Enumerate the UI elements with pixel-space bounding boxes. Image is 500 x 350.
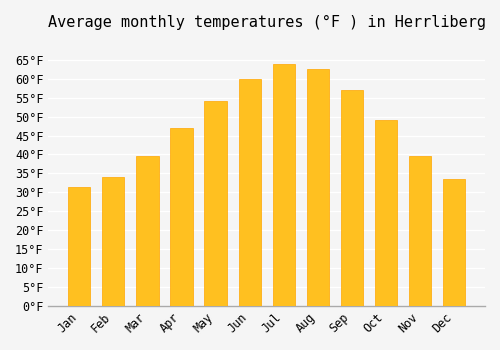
Title: Average monthly temperatures (°F ) in Herrliberg: Average monthly temperatures (°F ) in He… <box>48 15 486 30</box>
Bar <box>102 177 124 306</box>
Bar <box>272 64 295 306</box>
Bar <box>68 187 90 306</box>
Bar <box>341 90 363 306</box>
Bar <box>443 179 465 306</box>
Bar <box>375 120 397 306</box>
Bar <box>306 69 329 306</box>
Bar <box>170 128 192 306</box>
Bar <box>238 79 260 306</box>
Bar <box>204 102 227 306</box>
Bar <box>136 156 158 306</box>
Bar <box>409 156 431 306</box>
